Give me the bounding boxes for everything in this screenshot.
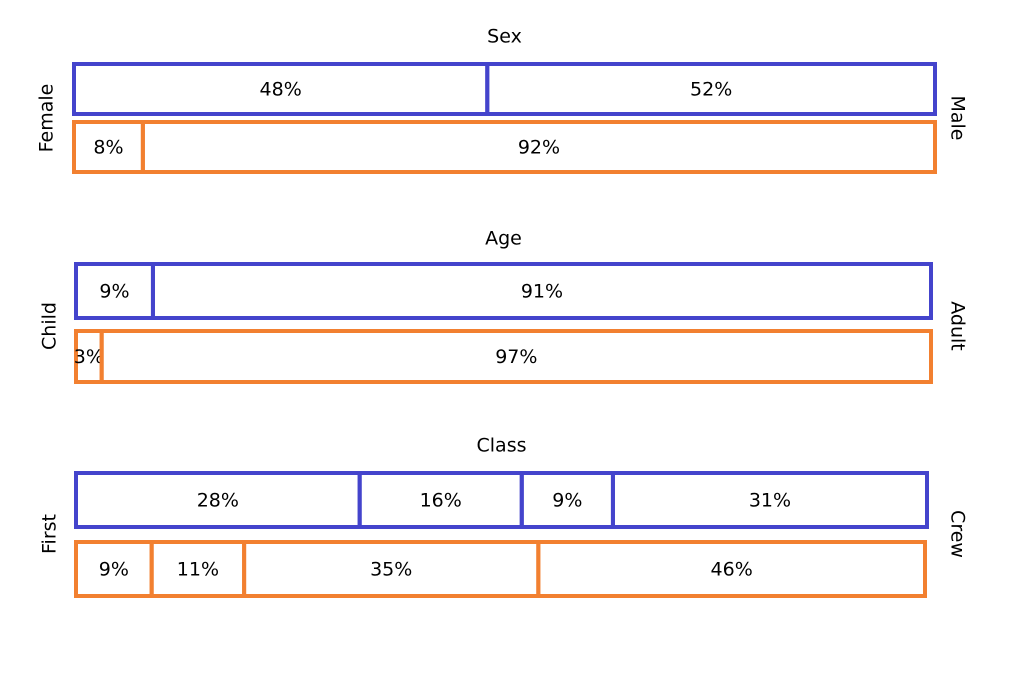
value-label: 52% xyxy=(690,79,732,101)
value-label: 91% xyxy=(521,281,563,303)
right-label: Adult xyxy=(947,301,969,351)
value-label: 35% xyxy=(370,559,412,581)
left-label: Child xyxy=(39,302,61,350)
value-label: 92% xyxy=(518,137,560,159)
panel-title: Sex xyxy=(487,26,522,48)
bar-segment xyxy=(140,120,937,174)
value-label: 11% xyxy=(177,559,219,581)
bar-segment xyxy=(610,471,929,529)
value-label: 3% xyxy=(74,346,104,368)
value-label: 48% xyxy=(260,79,302,101)
panel-title: Age xyxy=(485,228,522,250)
value-label: 97% xyxy=(495,346,537,368)
right-label: Crew xyxy=(947,510,969,558)
bar-segment xyxy=(536,540,927,598)
value-label: 16% xyxy=(420,490,462,512)
value-label: 9% xyxy=(552,490,582,512)
value-label: 46% xyxy=(711,559,753,581)
left-label: First xyxy=(39,514,61,554)
value-label: 31% xyxy=(749,490,791,512)
value-label: 8% xyxy=(93,137,123,159)
value-label: 9% xyxy=(99,281,129,303)
bar-segment xyxy=(150,262,933,320)
left-label: Female xyxy=(36,84,58,153)
bar-segment xyxy=(485,62,937,116)
right-label: Male xyxy=(947,95,969,140)
value-label: 9% xyxy=(99,559,129,581)
value-label: 28% xyxy=(197,490,239,512)
panel-title: Class xyxy=(477,435,527,457)
bar-segment xyxy=(99,329,933,384)
